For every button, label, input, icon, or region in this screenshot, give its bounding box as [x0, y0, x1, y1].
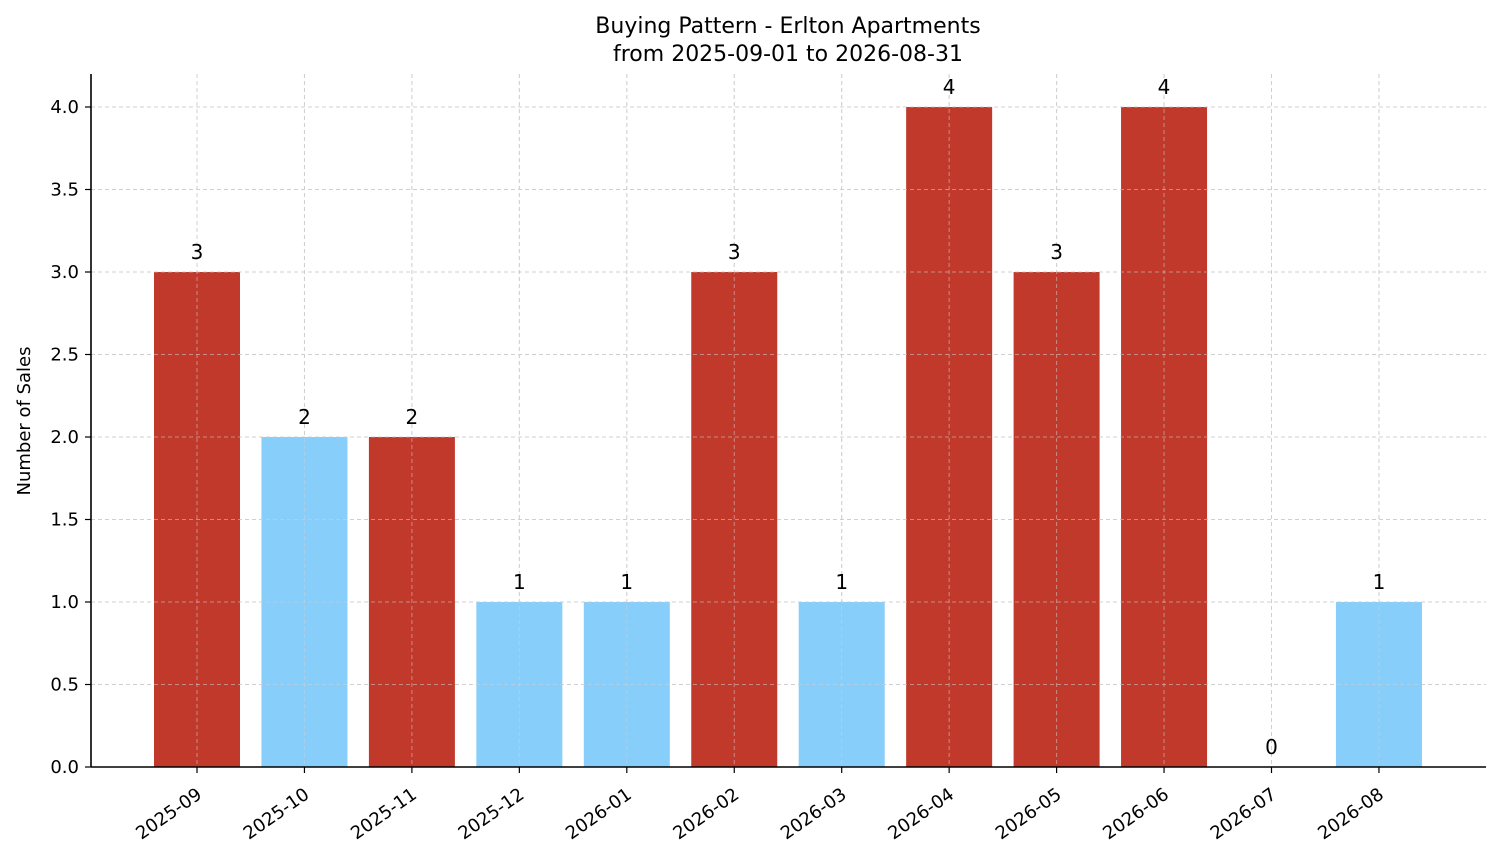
y-tick-label: 4.0: [50, 97, 79, 118]
bar-value-label: 3: [191, 240, 204, 264]
x-tick-label: 2025-11: [347, 784, 421, 844]
bar-value-label: 1: [1373, 570, 1386, 594]
x-tick-label: 2025-12: [455, 784, 529, 844]
x-tick-label: 2026-06: [1099, 784, 1173, 844]
y-tick-label: 1.0: [50, 592, 79, 613]
y-tick-label: 1.5: [50, 510, 79, 531]
x-tick-label: 2025-09: [132, 784, 206, 844]
x-tick-label: 2026-04: [884, 784, 958, 844]
bar-value-label: 4: [1158, 75, 1171, 99]
bar-value-label: 0: [1265, 735, 1278, 759]
x-tick-label: 2026-08: [1314, 784, 1388, 844]
x-tick-label: 2026-01: [562, 784, 636, 844]
y-tick-label: 0.5: [50, 675, 79, 696]
bar-value-label: 4: [943, 75, 956, 99]
x-tick-label: 2026-03: [777, 784, 851, 844]
bar-value-label: 2: [298, 405, 311, 429]
y-tick-label: 3.5: [50, 180, 79, 201]
x-tick-label: 2025-10: [240, 784, 314, 844]
y-tick-label: 2.5: [50, 345, 79, 366]
x-tick-label: 2026-07: [1207, 784, 1281, 844]
grid-overlay: [91, 74, 1486, 768]
chart-subtitle: from 2025-09-01 to 2026-08-31: [613, 42, 963, 67]
bar-value-label: 3: [1050, 240, 1063, 264]
bar-value-label: 3: [728, 240, 741, 264]
x-tick-label: 2026-02: [669, 784, 743, 844]
bar-value-label: 2: [406, 405, 419, 429]
bar-value-label: 1: [513, 570, 526, 594]
bar-value-label: 1: [835, 570, 848, 594]
y-axis-label: Number of Sales: [14, 346, 35, 495]
axes-layer: [85, 74, 1486, 773]
y-tick-label: 0.0: [50, 757, 79, 778]
y-tick-label: 3.0: [50, 262, 79, 283]
chart-title: Buying Pattern - Erlton Apartments: [595, 14, 980, 39]
y-tick-label: 2.0: [50, 427, 79, 448]
x-tick-label: 2026-05: [992, 784, 1066, 844]
bar-value-label: 1: [620, 570, 633, 594]
